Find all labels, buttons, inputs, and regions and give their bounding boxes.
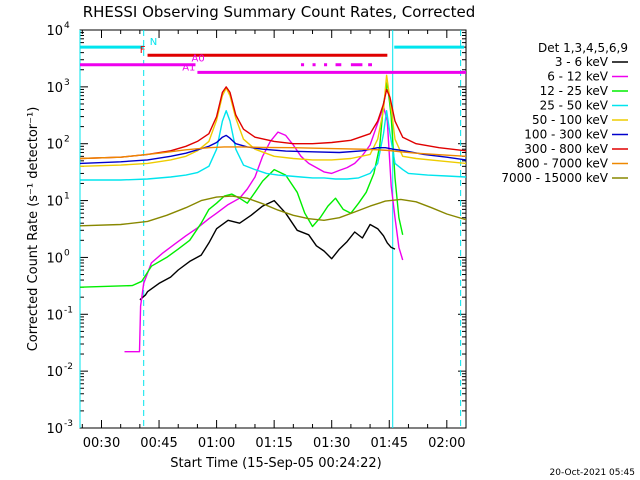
y-tick-exponent: -2 bbox=[64, 362, 73, 372]
x-axis-label: Start Time (15-Sep-05 00:24:22) bbox=[170, 456, 381, 471]
y-tick-exponent: -3 bbox=[64, 419, 73, 429]
x-tick-label: 01:15 bbox=[255, 436, 292, 451]
series-line-300-800-kev bbox=[80, 86, 466, 160]
y-tick-exponent: 3 bbox=[64, 78, 70, 88]
legend-entry-label: 3 - 6 keV bbox=[555, 55, 609, 69]
legend-entry-label: 12 - 25 keV bbox=[540, 84, 609, 98]
y-tick-exponent: 1 bbox=[64, 192, 70, 202]
legend-entry-label: 300 - 800 keV bbox=[524, 142, 608, 156]
legend-entry-label: 7000 - 15000 keV bbox=[501, 171, 608, 185]
series-line-12-25-kev bbox=[80, 81, 404, 288]
y-tick-label: 10 bbox=[46, 422, 63, 437]
date-stamp: 20-Oct-2021 05:45 bbox=[550, 468, 635, 478]
flag-label: A0 bbox=[191, 54, 204, 65]
x-tick-label: 00:45 bbox=[140, 436, 177, 451]
x-tick-label: 01:30 bbox=[313, 436, 350, 451]
series-line-3-6-kev bbox=[139, 199, 396, 301]
y-tick-label: 10 bbox=[46, 308, 63, 323]
legend-entry-label: 6 - 12 keV bbox=[547, 70, 609, 84]
legend-title: Det 1,3,4,5,6,9 bbox=[538, 41, 628, 55]
x-tick-label: 02:00 bbox=[428, 436, 465, 451]
x-tick-label: 00:30 bbox=[83, 436, 120, 451]
y-tick-label: 10 bbox=[46, 365, 63, 380]
y-tick-exponent: 0 bbox=[64, 248, 70, 258]
legend-entry-label: 800 - 7000 keV bbox=[517, 157, 609, 171]
x-tick-label: 01:00 bbox=[198, 436, 235, 451]
legend-entry-label: 25 - 50 keV bbox=[540, 99, 609, 113]
series-line-800-7000-kev bbox=[80, 146, 466, 160]
chart-title: RHESSI Observing Summary Count Rates, Co… bbox=[83, 3, 476, 21]
series-line-50-100-kev bbox=[80, 74, 466, 167]
y-tick-label: 10 bbox=[46, 24, 63, 39]
x-tick-label: 01:45 bbox=[371, 436, 408, 451]
series-line-25-50-kev bbox=[80, 109, 466, 181]
flag-label: A1 bbox=[182, 62, 195, 73]
legend-entry-label: 50 - 100 keV bbox=[532, 113, 609, 127]
y-tick-label: 10 bbox=[46, 138, 63, 153]
y-tick-exponent: 2 bbox=[64, 135, 70, 145]
flag-label: F bbox=[140, 45, 146, 56]
y-tick-label: 10 bbox=[46, 195, 63, 210]
y-tick-label: 10 bbox=[46, 81, 63, 96]
series-line-7000-15000-kev bbox=[80, 195, 466, 227]
y-tick-label: 10 bbox=[46, 251, 63, 266]
y-tick-exponent: -1 bbox=[64, 305, 73, 315]
flag-label: N bbox=[150, 37, 157, 48]
series-line-6-12-kev bbox=[124, 105, 404, 353]
legend-entry-label: 100 - 300 keV bbox=[524, 128, 608, 142]
plot-frame bbox=[79, 29, 467, 429]
y-tick-exponent: 4 bbox=[64, 21, 70, 31]
y-axis-label: Corrected Count Rate (s⁻¹ detector⁻¹) bbox=[26, 107, 41, 352]
